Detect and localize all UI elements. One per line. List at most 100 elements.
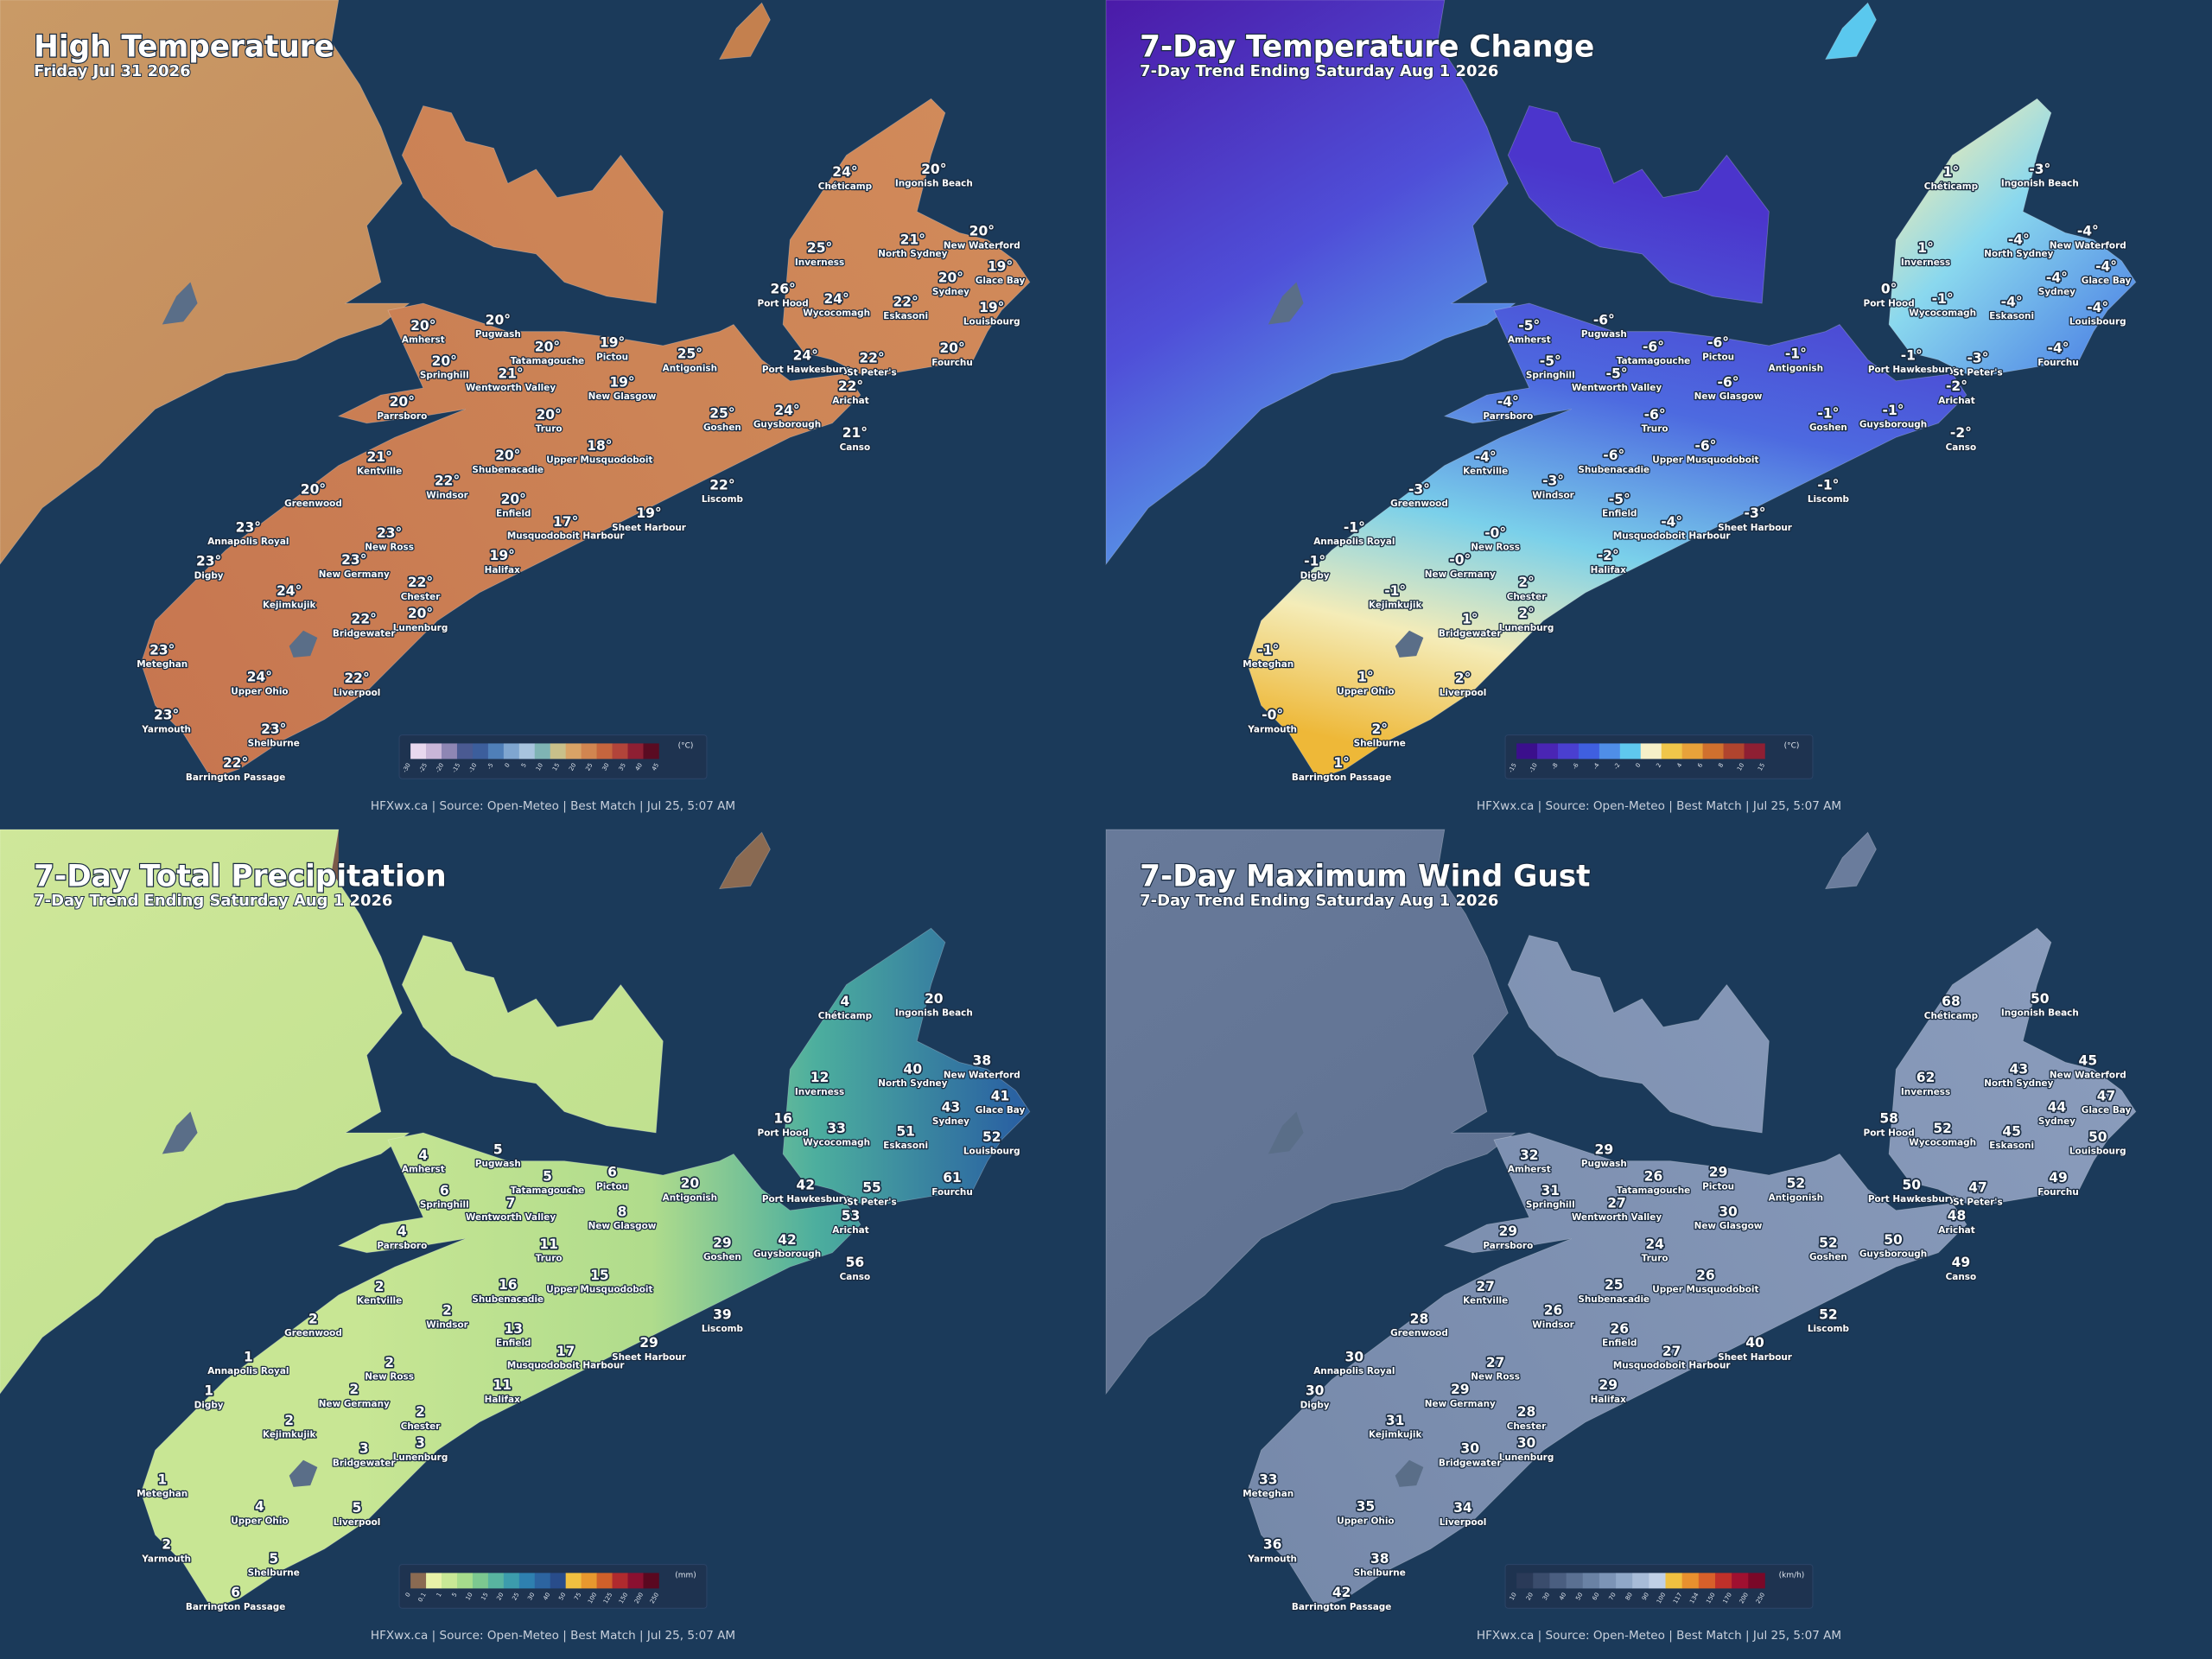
station-name: New Ross [365, 1372, 414, 1382]
legend-tick-label: 15 [480, 1592, 489, 1602]
station-value: 11 [493, 1377, 512, 1393]
station-value: 30 [1460, 1441, 1479, 1457]
station-name: Port Hood [758, 298, 809, 308]
station-value: 28 [1517, 1404, 1536, 1420]
station-name: Parrsboro [1483, 411, 1533, 422]
station-value: 6 [440, 1183, 449, 1198]
station-value: -5° [1609, 492, 1630, 507]
station-value: 22° [709, 478, 734, 493]
station-name: Kejimkujik [263, 601, 317, 611]
station-value: 3 [416, 1435, 425, 1451]
station-value: 35 [1357, 1499, 1376, 1515]
station-value: 22° [223, 755, 248, 771]
station-value: 49 [1952, 1255, 1971, 1270]
station-name: Enfield [496, 509, 531, 519]
station-name: Barrington Passage [186, 1602, 285, 1612]
station-name: New Ross [1471, 1372, 1520, 1382]
station-value: 2 [284, 1413, 294, 1428]
station-name: Shelburne [248, 739, 300, 749]
station-value: 20 [681, 1176, 700, 1192]
station-value: -5° [1606, 366, 1628, 382]
station-value: 7 [506, 1196, 516, 1211]
station-name: Goshen [703, 1252, 741, 1262]
land-cb [1888, 98, 2137, 375]
station-name: Shelburne [1354, 739, 1406, 749]
station-value: 39 [713, 1307, 732, 1323]
station-name: Chéticamp [1924, 1011, 1978, 1021]
station-value: -1° [1257, 643, 1279, 658]
station-name: Barrington Passage [1292, 1602, 1391, 1612]
station-name: Tatamagouche [1617, 356, 1691, 366]
station-value: 21° [367, 449, 392, 465]
station-value: 1° [1943, 164, 1960, 180]
legend-swatch [456, 743, 474, 760]
legend-swatch [1732, 1573, 1749, 1589]
station-value: -6° [1603, 448, 1624, 463]
station-value: 30 [1517, 1435, 1536, 1451]
station-value: -4° [2048, 340, 2069, 356]
station-value: 19° [636, 505, 661, 521]
station-value: -3° [1967, 351, 1988, 366]
legend-tick-label: 0 [404, 1592, 412, 1599]
legend-tick-label: 30 [526, 1592, 536, 1602]
station-value: 22° [838, 378, 863, 394]
station-value: 0° [1881, 282, 1897, 297]
station-value: 29 [1595, 1142, 1614, 1158]
legend-swatch [581, 1573, 597, 1589]
station-name: Enfield [496, 1338, 531, 1349]
station-name: Liscomb [702, 1324, 743, 1334]
station-name: Kentville [1463, 467, 1508, 477]
station-value: 25° [709, 405, 734, 421]
station-name: Digby [194, 1400, 224, 1410]
legend-tick-label: 40 [634, 762, 644, 772]
station-value: -1° [1344, 520, 1365, 536]
station-name: Truro [1642, 424, 1669, 435]
station-value: 2 [162, 1537, 171, 1553]
station-value: 32 [1520, 1147, 1539, 1163]
station-value: -1° [1304, 554, 1325, 569]
station-name: Tatamagouche [511, 1185, 585, 1196]
station-name: North Sydney [878, 249, 947, 259]
station-value: 48 [1948, 1208, 1967, 1224]
station-name: Port Hood [1864, 1128, 1915, 1138]
station-name: Upper Musquodoboit [1652, 1285, 1758, 1295]
station-value: -4° [2095, 258, 2117, 274]
station-name: Windsor [426, 490, 468, 500]
station-name: Lunenburg [393, 1452, 448, 1463]
station-value: 22° [893, 294, 918, 309]
station-name: Shubenacadie [472, 465, 543, 475]
station-value: 40 [1745, 1335, 1764, 1351]
station-value: 4 [841, 994, 850, 1009]
station-value: 22° [859, 351, 884, 366]
station-name: Wycocomagh [803, 308, 870, 319]
station-value: 58 [1879, 1111, 1898, 1127]
station-value: 47 [1968, 1180, 1987, 1196]
station-name: Shelburne [248, 1568, 300, 1579]
panel-title: 7-Day Total Precipitation [34, 859, 447, 893]
station-name: Liscomb [1808, 1324, 1849, 1334]
station-value: -4° [1497, 394, 1519, 410]
legend-tick-label: 50 [557, 1592, 567, 1602]
panel-title: 7-Day Maximum Wind Gust [1140, 859, 1590, 893]
station-name: Canso [1946, 442, 1977, 453]
station-value: 26 [1610, 1321, 1629, 1337]
station-name: New Glasgow [1694, 1221, 1763, 1231]
station-value: -0° [1262, 708, 1283, 723]
station-value: -2° [1946, 378, 1967, 394]
legend-tick-label: -4 [1592, 762, 1600, 771]
legend-tick-label: 20 [1525, 1592, 1535, 1602]
station-name: Kentville [357, 467, 402, 477]
land-cb [782, 98, 1031, 375]
panel-title: High Temperature [34, 29, 334, 64]
legend-swatch [612, 743, 628, 760]
station-value: 1° [1333, 755, 1350, 771]
station-name: Liscomb [1808, 494, 1849, 505]
legend-tick-label: 80 [1624, 1592, 1634, 1602]
station-name: Chéticamp [1924, 181, 1978, 192]
station-value: 21° [900, 232, 925, 247]
station-name: Goshen [703, 423, 741, 433]
legend-tick-label: 0 [1634, 762, 1642, 769]
station-value: 15 [590, 1268, 609, 1283]
station-name: Yarmouth [141, 724, 191, 734]
